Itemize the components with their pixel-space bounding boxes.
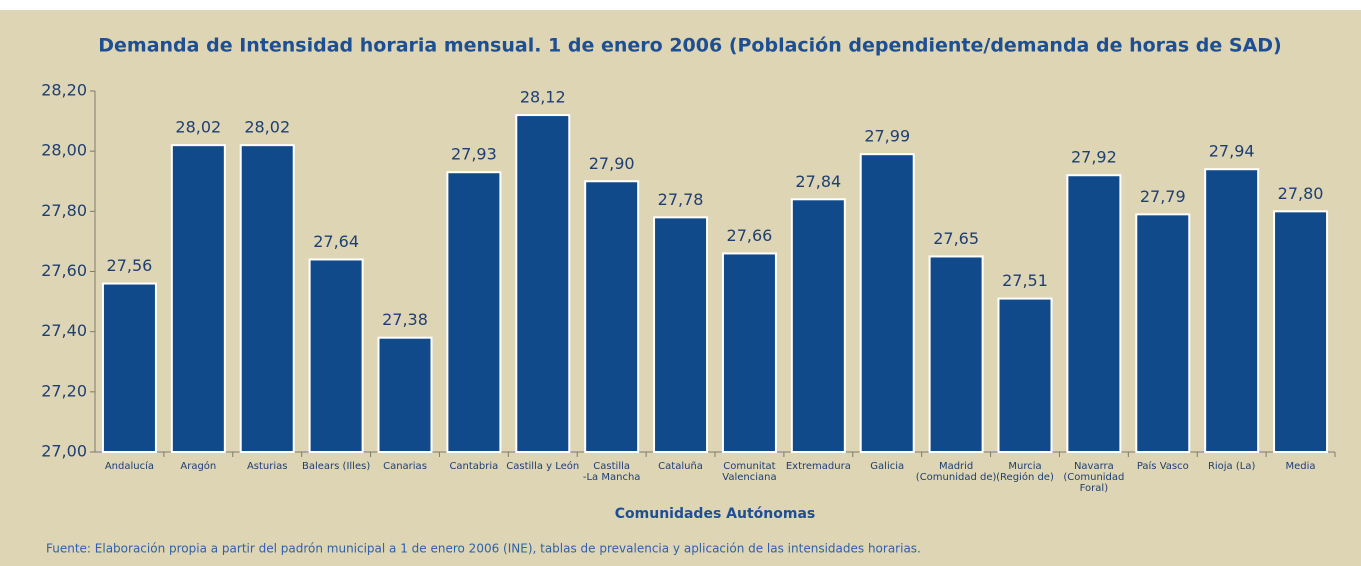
bar [170,144,226,453]
x-tick-label: Madrid (Comunidad de) [915,461,997,483]
x-tick-label: Extremadura [785,461,851,472]
x-tick-label: Murcia (Región de) [996,461,1054,483]
x-tick-label: Andalucía [104,461,155,472]
x-tick-label: Canarias [383,461,427,472]
bar [790,198,846,453]
value-label: 27,94 [1209,142,1255,161]
y-tick-label: 28,20 [41,81,87,100]
bar [308,258,364,454]
x-tick-label: Rioja (La) [1207,461,1256,472]
value-label: 27,65 [933,229,979,248]
bar [928,255,984,454]
value-label: 27,79 [1140,187,1186,206]
y-tick-label: 27,00 [41,442,87,461]
bar [1273,210,1329,453]
value-label: 27,51 [1002,271,1048,290]
bar [859,153,915,454]
value-label: 27,84 [795,172,841,191]
y-tick-label: 27,40 [41,321,87,340]
x-tick-label: Castilla y León [506,461,580,472]
value-label: 27,99 [864,127,910,146]
bar [377,336,433,453]
x-tick-label: Asturias [246,461,288,472]
x-tick-label: Navarra (Comunidad Foral) [1063,461,1125,494]
value-label: 27,90 [589,154,635,173]
bar [1066,174,1122,453]
x-tick-label: Cantabria [449,461,499,472]
value-label: 27,64 [313,232,359,251]
bar [653,216,709,453]
x-tick-label: Balears (Illes) [302,461,371,472]
y-tick-label: 28,00 [41,141,87,160]
bar [721,252,777,453]
value-label: 27,92 [1071,148,1117,167]
value-label: 27,93 [451,145,497,164]
chart-title: Demanda de Intensidad horaria mensual. 1… [98,35,1281,57]
x-tick-label: Cataluña [658,461,703,472]
x-tick-label: Aragón [180,461,217,472]
x-tick-label: Castilla -La Mancha [582,461,641,483]
bar [1204,168,1260,453]
bar [1135,213,1191,453]
y-tick-label: 27,20 [41,381,87,400]
y-tick-label: 27,60 [41,261,87,280]
y-tick-label: 27,80 [41,201,87,220]
bar [515,114,571,453]
value-label: 27,38 [382,310,428,329]
bar [997,297,1053,454]
value-label: 28,12 [520,88,566,107]
bar [101,282,157,453]
x-tick-label: Media [1285,461,1316,472]
value-label: 27,78 [658,190,704,209]
value-label: 28,02 [175,118,221,137]
value-label: 27,56 [107,256,153,275]
x-axis-title: Comunidades Autónomas [615,506,815,522]
x-tick-label: Comunitat Valenciana [722,461,777,483]
value-label: 27,66 [727,226,773,245]
value-label: 27,80 [1278,184,1324,203]
bar [446,171,502,453]
source-note: Fuente: Elaboración propia a partir del … [46,542,921,556]
bar [584,180,640,453]
value-label: 28,02 [244,118,290,137]
x-tick-label: Galicia [870,461,905,472]
x-tick-label: País Vasco [1136,461,1189,472]
bar [239,144,295,453]
